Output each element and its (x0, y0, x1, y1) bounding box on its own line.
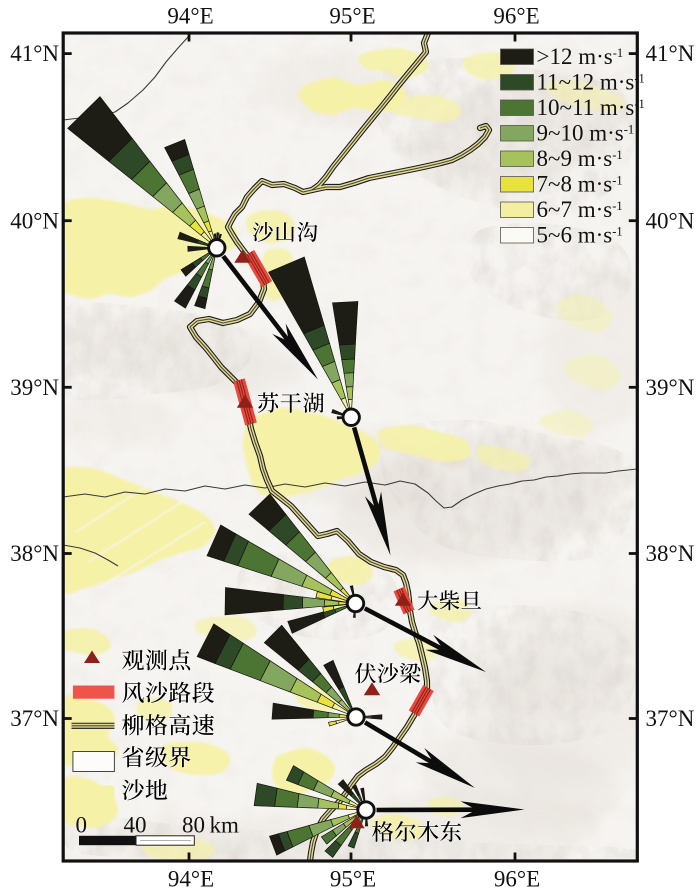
svg-text:10~11 m·s-1: 10~11 m·s-1 (537, 95, 645, 120)
svg-text:8~9 m·s-1: 8~9 m·s-1 (537, 146, 623, 171)
svg-text:41°N: 41°N (10, 41, 59, 66)
svg-text:6~7 m·s-1: 6~7 m·s-1 (537, 197, 623, 222)
svg-text:80: 80 (182, 813, 205, 838)
svg-text:>12 m·s-1: >12 m·s-1 (537, 44, 624, 69)
svg-text:38°N: 38°N (646, 541, 695, 566)
svg-text:9~10 m·s-1: 9~10 m·s-1 (537, 121, 635, 146)
svg-text:37°N: 37°N (646, 706, 695, 731)
svg-text:11~12 m·s-1: 11~12 m·s-1 (537, 70, 645, 95)
svg-text:5~6 m·s-1: 5~6 m·s-1 (537, 223, 623, 248)
svg-text:94°E: 94°E (168, 867, 214, 892)
svg-text:95°E: 95°E (330, 867, 376, 892)
svg-text:95°E: 95°E (329, 4, 375, 29)
svg-text:km: km (210, 813, 240, 838)
svg-text:40: 40 (124, 813, 147, 838)
svg-text:0: 0 (76, 813, 88, 838)
svg-text:94°E: 94°E (167, 4, 213, 29)
svg-text:41°N: 41°N (646, 41, 695, 66)
svg-text:40°N: 40°N (10, 208, 59, 233)
svg-text:38°N: 38°N (10, 541, 59, 566)
svg-text:40°N: 40°N (646, 208, 695, 233)
svg-text:39°N: 39°N (10, 375, 59, 400)
svg-text:39°N: 39°N (646, 375, 695, 400)
svg-text:96°E: 96°E (493, 4, 539, 29)
svg-text:37°N: 37°N (10, 706, 59, 731)
svg-text:7~8 m·s-1: 7~8 m·s-1 (537, 172, 623, 197)
svg-text:96°E: 96°E (494, 867, 540, 892)
